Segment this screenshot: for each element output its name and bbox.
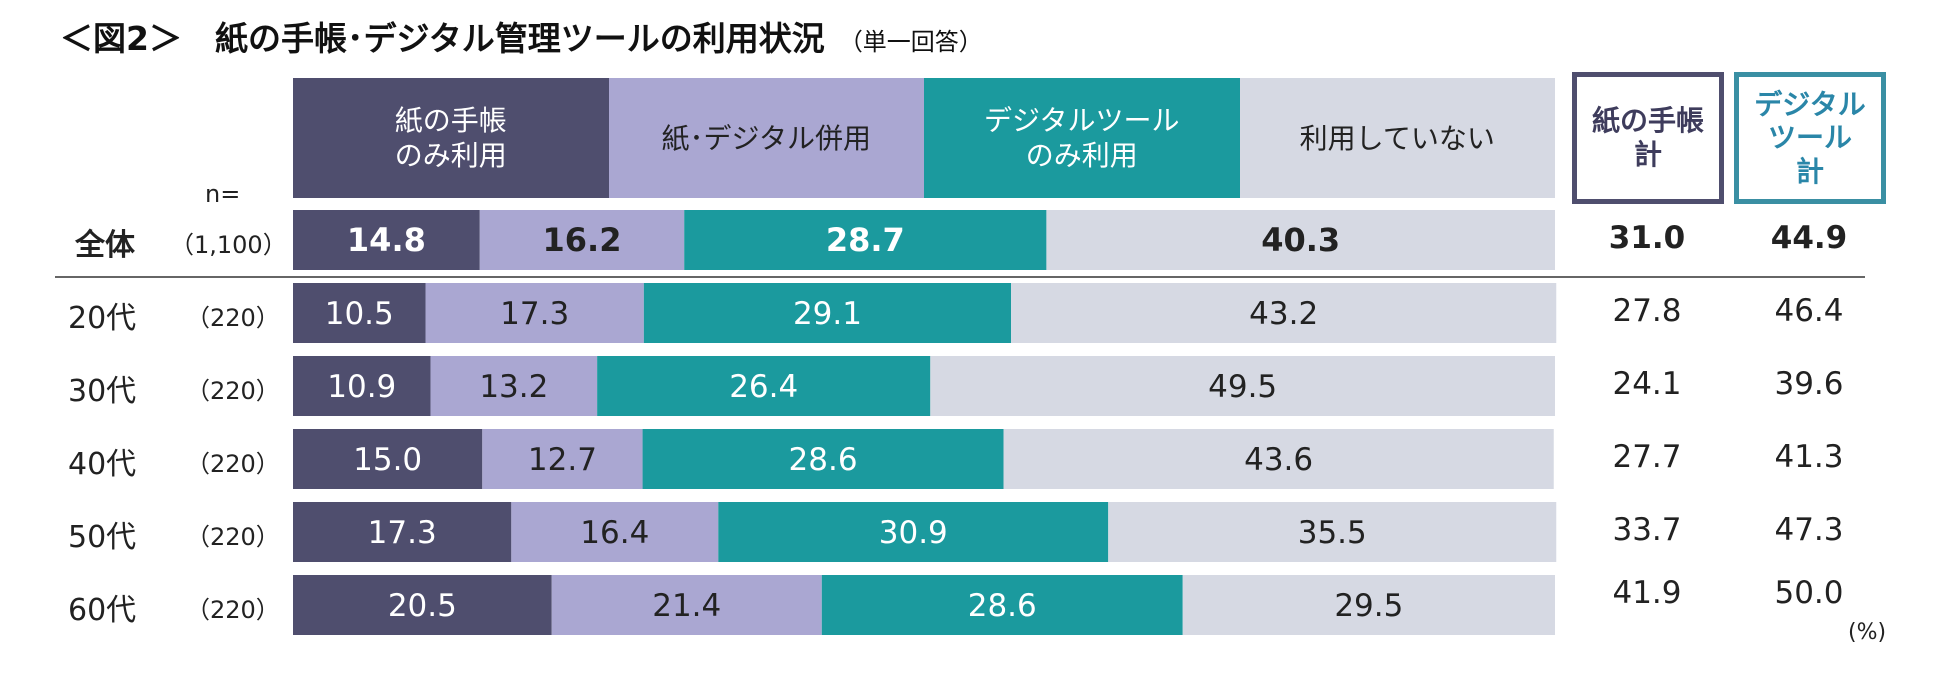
digital-total-value: 44.9	[1770, 220, 1848, 256]
category-label: 40代	[68, 447, 137, 482]
data-label-both-row-0: 16.2	[543, 221, 622, 259]
data-label-not-used-row-0: 40.3	[1261, 221, 1340, 259]
bar-digital-only-row-3	[642, 429, 1004, 489]
data-label-digital-only-row-0: 28.7	[826, 221, 905, 259]
digital-total-value: 50.0	[1774, 575, 1844, 611]
legend-digital-only: デジタルツール のみ利用	[924, 78, 1240, 198]
data-label-paper-only-row-1: 10.5	[325, 296, 394, 332]
bar-not-used-row-0	[1046, 210, 1555, 270]
bar-both-row-5	[551, 575, 822, 635]
category-label: 全体	[75, 228, 135, 263]
digital-total-value: 39.6	[1774, 366, 1844, 402]
bar-paper-only-row-4	[293, 502, 512, 562]
digital-total-value: 47.3	[1774, 512, 1844, 548]
paper-total-value: 24.1	[1612, 366, 1682, 402]
data-label-not-used-row-4: 35.5	[1298, 515, 1367, 551]
data-label-digital-only-row-2: 26.4	[729, 369, 798, 405]
paper-total-value: 27.7	[1612, 439, 1682, 475]
unit-label: (%)	[1848, 620, 1887, 645]
data-label-paper-only-row-4: 17.3	[368, 515, 437, 551]
data-label-paper-only-row-3: 15.0	[353, 442, 422, 478]
bar-digital-only-row-4	[718, 502, 1109, 562]
data-label-both-row-4: 16.4	[580, 515, 649, 551]
data-label-both-row-3: 12.7	[528, 442, 597, 478]
data-label-not-used-row-5: 29.5	[1334, 588, 1403, 624]
category-label: 20代	[68, 301, 137, 336]
sample-size: （220）	[186, 304, 280, 332]
data-label-paper-only-row-5: 20.5	[388, 588, 457, 624]
data-label-not-used-row-1: 43.2	[1249, 296, 1318, 332]
sample-size: （220）	[186, 596, 280, 624]
paper-total-value: 41.9	[1612, 575, 1682, 611]
paper-total-header: 紙の手帳 計	[1572, 72, 1724, 204]
sample-size: （220）	[186, 450, 280, 478]
paper-total-value: 31.0	[1608, 220, 1686, 256]
bar-not-used-row-2	[930, 356, 1555, 416]
category-label: 30代	[68, 374, 137, 409]
bar-not-used-row-3	[1003, 429, 1554, 489]
bar-both-row-4	[511, 502, 719, 562]
data-label-not-used-row-2: 49.5	[1208, 369, 1277, 405]
paper-total-value: 27.8	[1612, 293, 1682, 329]
data-label-digital-only-row-3: 28.6	[789, 442, 858, 478]
bar-not-used-row-4	[1108, 502, 1557, 562]
bar-both-row-0	[479, 210, 685, 270]
data-label-paper-only-row-0: 14.8	[347, 221, 426, 259]
bar-not-used-row-1	[1011, 283, 1557, 343]
bar-paper-only-row-1	[293, 283, 426, 343]
data-label-paper-only-row-2: 10.9	[327, 369, 396, 405]
data-label-both-row-2: 13.2	[479, 369, 548, 405]
data-label-digital-only-row-5: 28.6	[968, 588, 1037, 624]
sample-size: （220）	[186, 377, 280, 405]
bar-both-row-1	[425, 283, 644, 343]
bar-not-used-row-5	[1182, 575, 1555, 635]
digital-total-value: 41.3	[1774, 439, 1844, 475]
data-label-both-row-5: 21.4	[652, 588, 721, 624]
bar-digital-only-row-1	[643, 283, 1012, 343]
category-label: 50代	[68, 520, 137, 555]
bar-paper-only-row-2	[293, 356, 431, 416]
legend-both: 紙･デジタル併用	[608, 78, 924, 198]
sample-size: （220）	[186, 523, 280, 551]
bar-digital-only-row-2	[597, 356, 931, 416]
data-label-digital-only-row-1: 29.1	[793, 296, 862, 332]
separator-line	[55, 276, 1865, 278]
bar-paper-only-row-0	[293, 210, 480, 270]
bar-digital-only-row-5	[821, 575, 1183, 635]
digital-total-header: デジタル ツール 計	[1734, 72, 1886, 204]
bar-digital-only-row-0	[684, 210, 1047, 270]
data-label-digital-only-row-4: 30.9	[879, 515, 948, 551]
chart-title: ＜図2＞ 紙の手帳･デジタル管理ツールの利用状況 （単一回答）	[60, 19, 983, 58]
sample-size: （1,100）	[170, 231, 287, 259]
bar-paper-only-row-3	[293, 429, 483, 489]
data-label-not-used-row-3: 43.6	[1244, 442, 1313, 478]
bar-both-row-3	[482, 429, 643, 489]
legend-paper-only: 紙の手帳 のみ利用	[293, 78, 609, 198]
n-label: n=	[205, 180, 241, 208]
legend-not-used: 利用していない	[1239, 78, 1555, 198]
data-label-both-row-1: 17.3	[500, 296, 569, 332]
digital-total-value: 46.4	[1774, 293, 1844, 329]
paper-total-value: 33.7	[1612, 512, 1682, 548]
title-note: （単一回答）	[838, 28, 983, 56]
category-label: 60代	[68, 593, 137, 628]
bar-paper-only-row-5	[293, 575, 552, 635]
bar-both-row-2	[430, 356, 598, 416]
